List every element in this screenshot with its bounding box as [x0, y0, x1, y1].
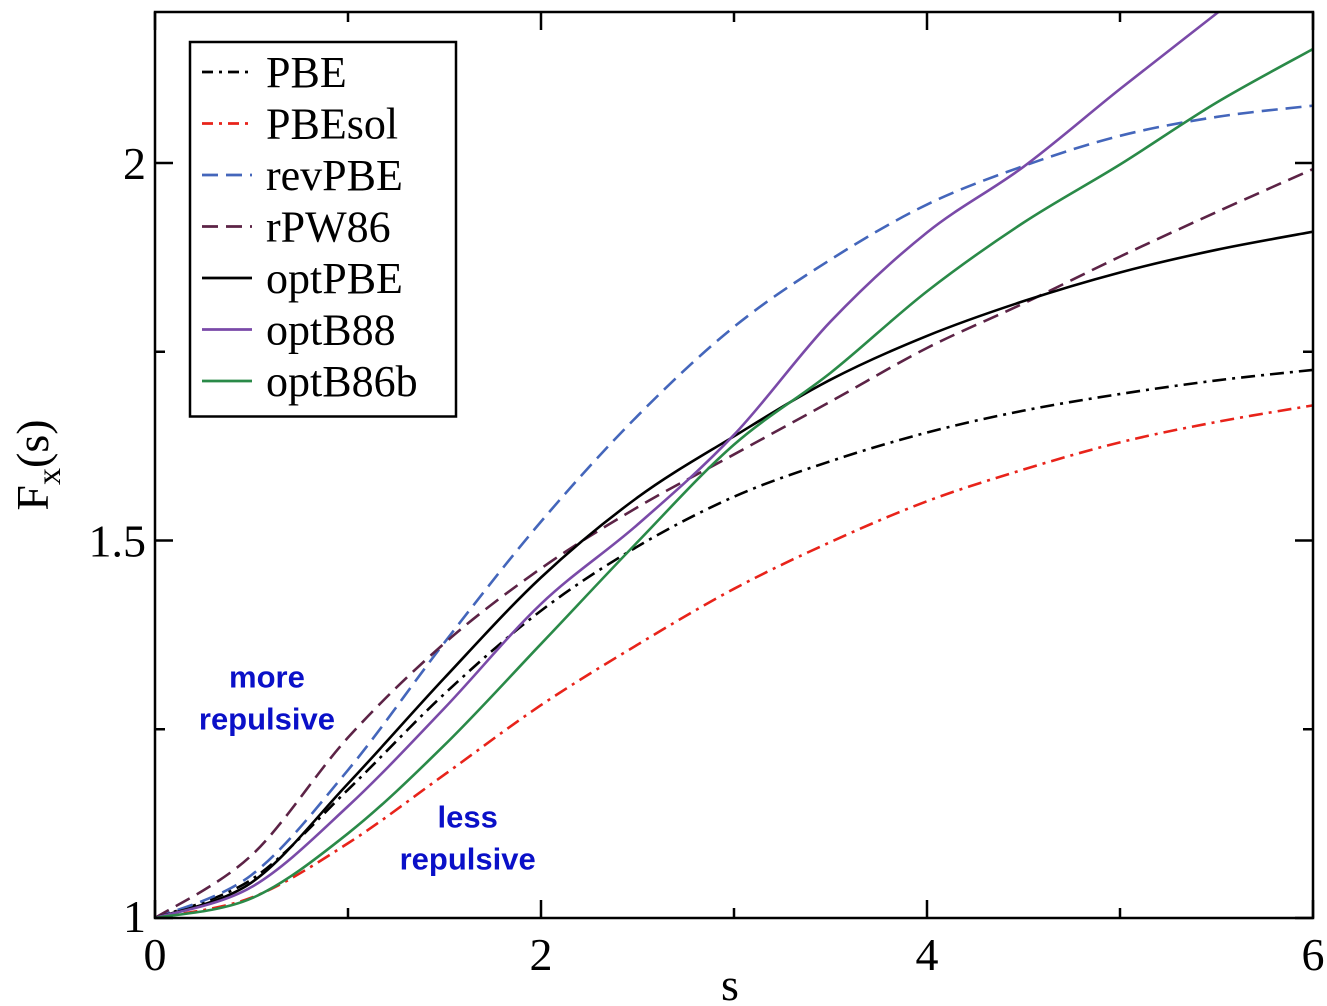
series-layer [155, 12, 1313, 918]
annotation-less-line: less [437, 799, 497, 834]
annotation-layer: more repulsive less repulsive [199, 660, 536, 877]
x-tick-label: 2 [530, 929, 553, 980]
y-tick-label: 1.5 [89, 516, 147, 567]
series-line-rPW86 [155, 167, 1313, 918]
y-tick-label: 2 [123, 138, 146, 189]
annotation-more-line: more [229, 660, 305, 695]
y-axis-label: Fx(s) [7, 419, 68, 510]
series-line-optB86b [155, 47, 1313, 918]
legend-label-rPW86: rPW86 [266, 203, 391, 252]
series-line-optPBE [155, 230, 1313, 918]
series-line-optB88 [155, 12, 1221, 918]
x-axis-label: s [721, 959, 739, 1001]
legend-label-optB86b: optB86b [266, 357, 418, 406]
legend-label-optPBE: optPBE [266, 254, 403, 303]
axes-layer: 0 2 4 6 1 1.5 2 s Fx(s) [7, 10, 1325, 1006]
annotation-less-line: repulsive [400, 841, 536, 876]
x-tick-label: 6 [1302, 929, 1325, 980]
y-tick-label: 1 [123, 891, 146, 942]
legend-box [188, 40, 458, 418]
x-tick-label: 0 [144, 929, 167, 980]
series-line-PBE [155, 368, 1313, 918]
legend-label-PBEsol: PBEsol [266, 100, 398, 149]
series-line-revPBE [155, 104, 1313, 918]
series-line-PBEsol [155, 404, 1313, 918]
x-tick-label: 4 [916, 929, 939, 980]
legend-label-optB88: optB88 [266, 306, 396, 355]
annotation-more-line: repulsive [199, 702, 335, 737]
legend-label-revPBE: revPBE [266, 151, 403, 200]
legend-label-PBE: PBE [266, 48, 347, 97]
